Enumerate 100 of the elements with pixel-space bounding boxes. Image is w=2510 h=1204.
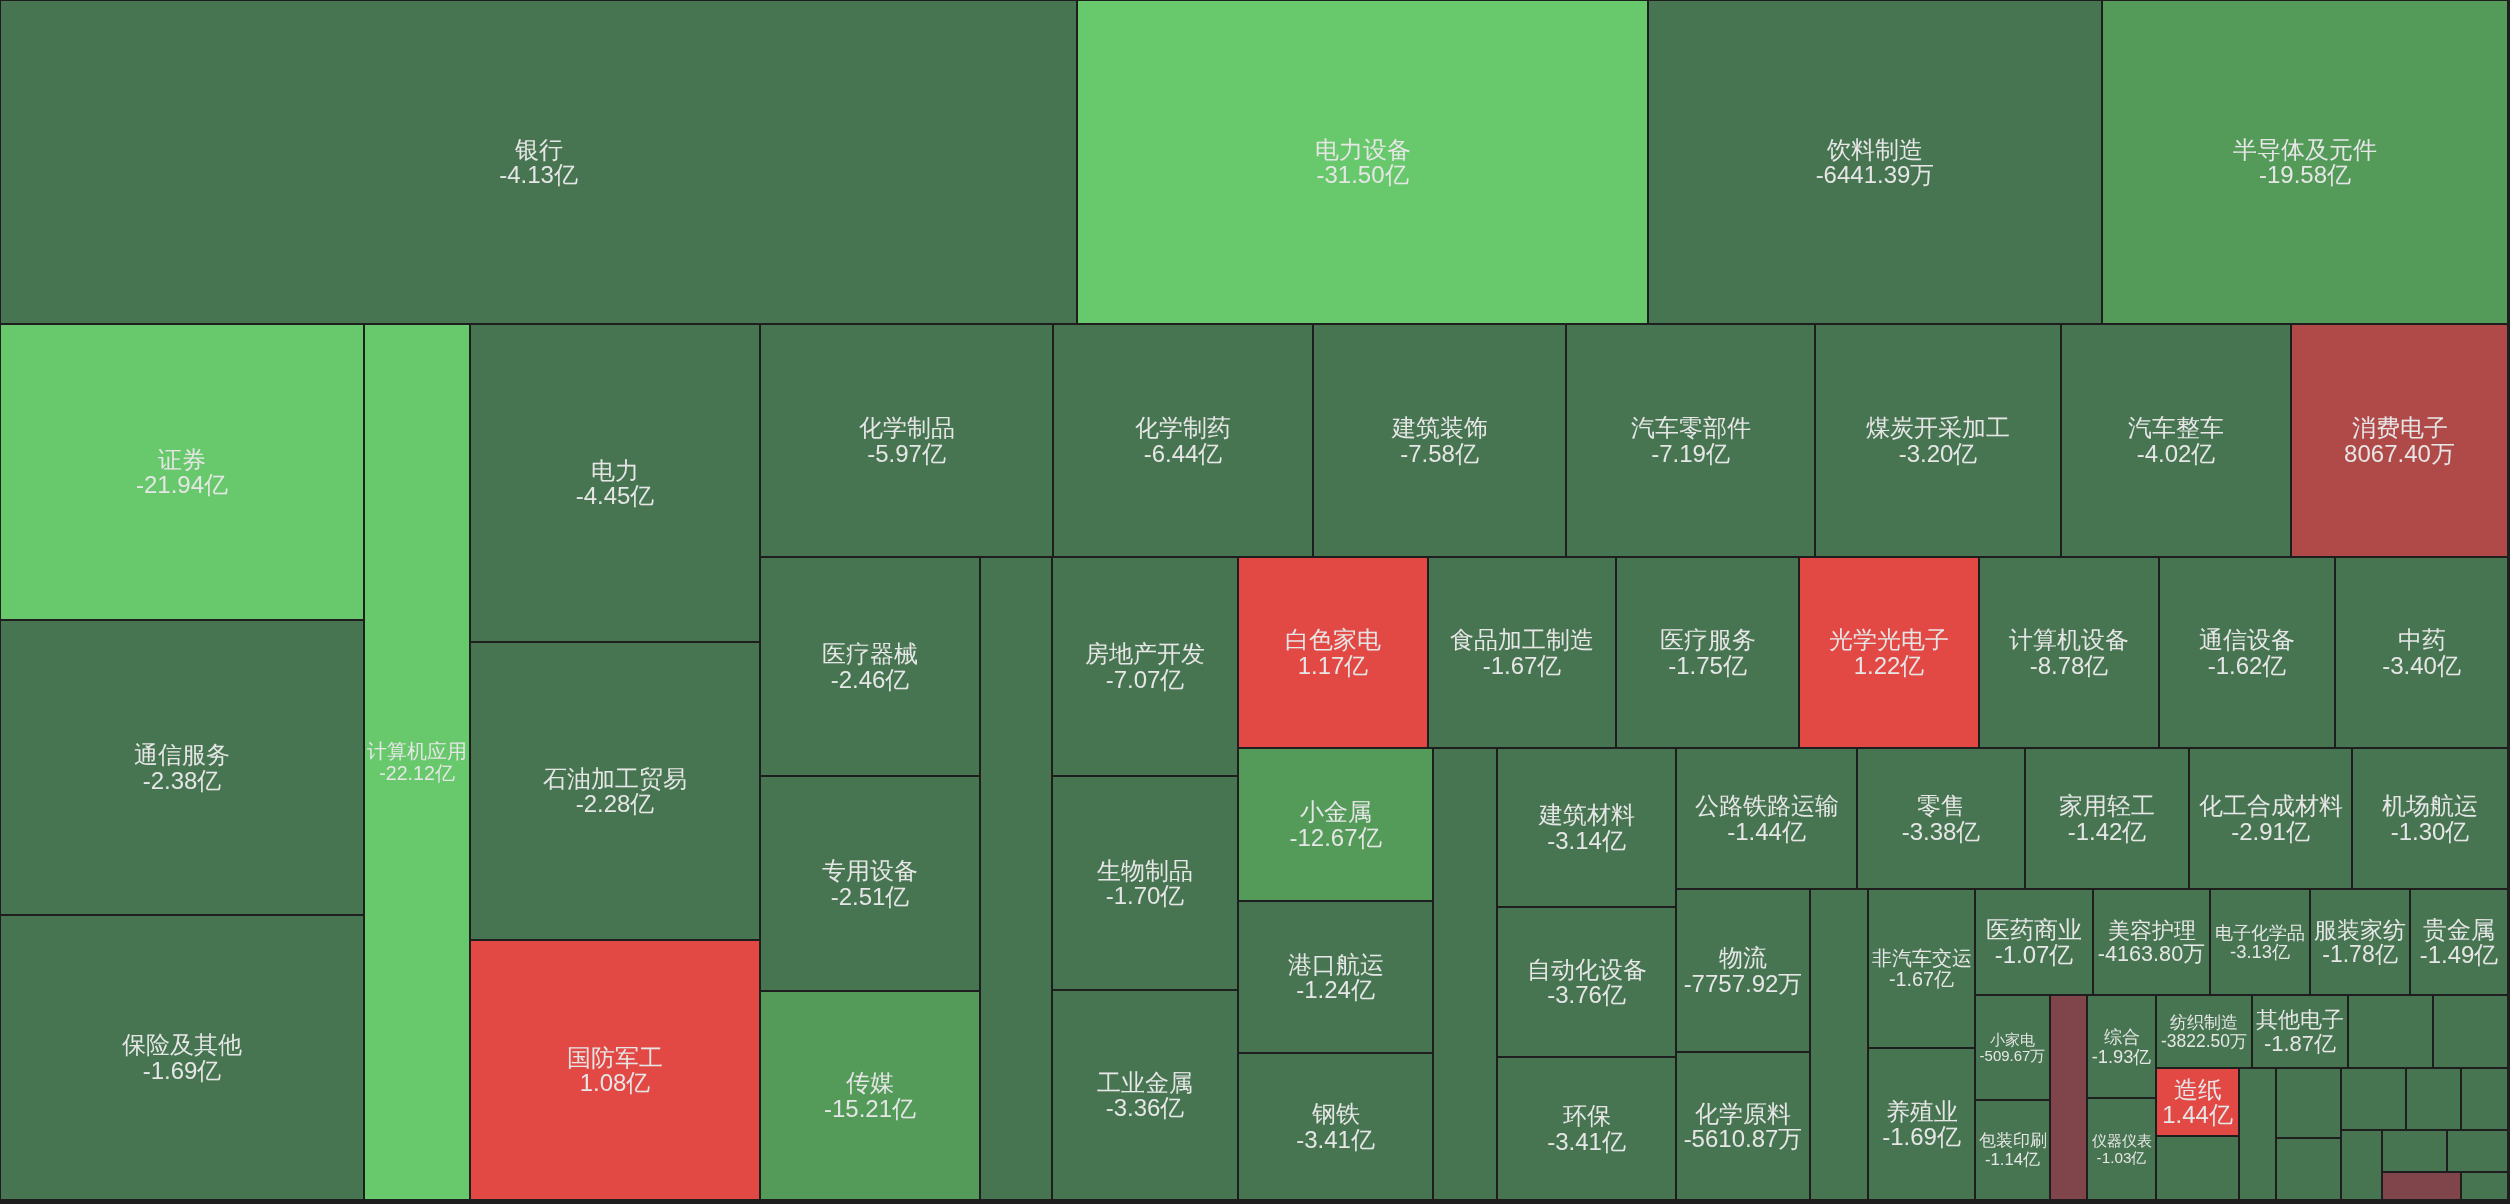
category-label: 煤炭开采加工 <box>1866 414 2010 442</box>
data-label: -1.78亿 <box>2322 941 2398 968</box>
data-label: -7.19亿 <box>1651 439 1730 467</box>
category-label: 食品加工制造 <box>1450 626 1594 654</box>
data-label: -1.69亿 <box>142 1056 222 1084</box>
category-label: 造纸 <box>2173 1075 2222 1103</box>
data-label: -3.76亿 <box>1547 981 1626 1009</box>
data-label: -3.41亿 <box>1547 1127 1626 1155</box>
category-label: 建筑装饰 <box>1390 414 1488 442</box>
category-label: 非汽车交运 <box>1871 946 1972 969</box>
data-label: -1.62亿 <box>2207 651 2287 679</box>
category-label: 综合 <box>2103 1026 2140 1048</box>
category-label: 自动化设备 <box>1526 955 1647 983</box>
category-label: 证券 <box>158 445 206 473</box>
data-label: -1.93亿 <box>2091 1045 2152 1067</box>
category-label: 服装家纺 <box>2314 916 2406 943</box>
category-label: 石油加工贸易 <box>543 764 687 792</box>
data-label: -12.67亿 <box>1289 823 1382 851</box>
category-label: 白色家电 <box>1285 626 1381 654</box>
data-label: 1.17亿 <box>1297 651 1369 679</box>
data-label: -1.24亿 <box>1296 976 1375 1004</box>
category-label: 环保 <box>1562 1102 1611 1130</box>
category-label: 包装印刷 <box>1978 1131 2047 1151</box>
category-label: 贵金属 <box>2423 915 2495 943</box>
category-label: 专用设备 <box>822 857 918 885</box>
data-label: -3.20亿 <box>1898 439 1978 467</box>
category-label: 计算机设备 <box>2009 626 2129 654</box>
data-label: -7.07亿 <box>1105 665 1185 693</box>
data-label: -1.07亿 <box>1994 941 2074 969</box>
data-label: -7.58亿 <box>1400 439 1479 467</box>
category-label: 汽车整车 <box>2128 414 2224 442</box>
data-label: -3822.50万 <box>2161 1030 2247 1051</box>
data-label: -4.13亿 <box>499 161 578 189</box>
data-label: -1.87亿 <box>2263 1030 2337 1056</box>
category-label: 化工合成材料 <box>2198 792 2343 820</box>
category-label: 医疗服务 <box>1659 626 1756 654</box>
data-label: -1.42亿 <box>2067 817 2147 845</box>
data-label: 1.08亿 <box>579 1069 651 1097</box>
category-label: 通信服务 <box>134 741 230 769</box>
category-label: 光学光电子 <box>1829 626 1949 654</box>
data-label: -2.91亿 <box>2231 817 2310 845</box>
category-label: 仪器仪表 <box>2091 1132 2152 1150</box>
data-label: -3.40亿 <box>2382 651 2461 679</box>
category-label: 医疗器械 <box>822 640 918 668</box>
data-label: -3.41亿 <box>1296 1125 1375 1153</box>
data-label: -2.38亿 <box>142 766 222 794</box>
data-label: -15.21亿 <box>823 1094 917 1122</box>
data-label: -21.94亿 <box>135 471 229 499</box>
category-label: 医药商业 <box>1986 915 2082 943</box>
category-label: 港口航运 <box>1287 950 1384 978</box>
data-label: -1.67亿 <box>1888 968 1955 991</box>
category-label: 美容护理 <box>2107 917 2196 943</box>
data-label: -3.36亿 <box>1105 1094 1185 1122</box>
category-label: 中药 <box>2397 626 2446 654</box>
data-label: -6441.39万 <box>1815 161 1935 189</box>
data-label: -8.78亿 <box>2029 651 2109 679</box>
category-label: 公路铁路运输 <box>1694 792 1839 820</box>
data-label: -4163.80万 <box>2097 941 2206 967</box>
data-label: 1.22亿 <box>1853 651 1925 679</box>
category-label: 机场航运 <box>2382 792 2478 820</box>
category-label: 小家电 <box>1990 1030 2035 1048</box>
category-label: 零售 <box>1917 792 1965 820</box>
data-label: -1.03亿 <box>2096 1148 2147 1166</box>
data-label: -509.67万 <box>1979 1047 2046 1065</box>
category-label: 房地产开发 <box>1085 640 1205 668</box>
data-label: 1.44亿 <box>2162 1101 2233 1129</box>
data-label: -5.97亿 <box>867 439 946 467</box>
category-label: 半导体及元件 <box>2233 135 2377 163</box>
category-label: 生物制品 <box>1097 856 1193 884</box>
category-label: 工业金属 <box>1097 1068 1193 1096</box>
data-label: -3.13亿 <box>2230 941 2290 963</box>
data-label: -5610.87万 <box>1683 1125 1803 1153</box>
category-label: 物流 <box>1719 944 1767 972</box>
data-label: -1.14亿 <box>1984 1149 2041 1169</box>
category-label: 养殖业 <box>1885 1097 1958 1125</box>
data-label: -3.14亿 <box>1547 826 1626 854</box>
data-label: -1.75亿 <box>1668 651 1747 679</box>
data-label: -4.02亿 <box>2136 439 2216 467</box>
data-label: -1.44亿 <box>1727 817 1806 845</box>
data-label: -1.49亿 <box>2419 941 2499 969</box>
category-label: 化学原料 <box>1695 1099 1791 1127</box>
category-label: 计算机应用 <box>367 740 467 763</box>
category-label: 建筑材料 <box>1537 801 1635 829</box>
data-label: -2.51亿 <box>830 882 910 910</box>
data-label: -3.38亿 <box>1901 817 1981 845</box>
category-label: 电子化学品 <box>2215 921 2305 943</box>
category-label: 小金属 <box>1299 798 1372 826</box>
data-label: -1.70亿 <box>1105 882 1185 910</box>
data-label: -2.46亿 <box>830 665 910 693</box>
category-label: 汽车零部件 <box>1630 414 1751 442</box>
data-label: -4.45亿 <box>575 482 655 510</box>
category-label: 其他电子 <box>2256 1007 2344 1033</box>
category-label: 电力设备 <box>1314 135 1411 163</box>
data-label: 8067.40万 <box>2344 439 2455 467</box>
category-label: 电力 <box>591 456 639 484</box>
data-label: -22.12亿 <box>379 761 455 784</box>
data-label: -19.58亿 <box>2258 161 2352 189</box>
category-label: 饮料制造 <box>1826 135 1923 163</box>
category-label: 化学制药 <box>1135 414 1231 442</box>
data-label: -1.67亿 <box>1482 651 1562 679</box>
